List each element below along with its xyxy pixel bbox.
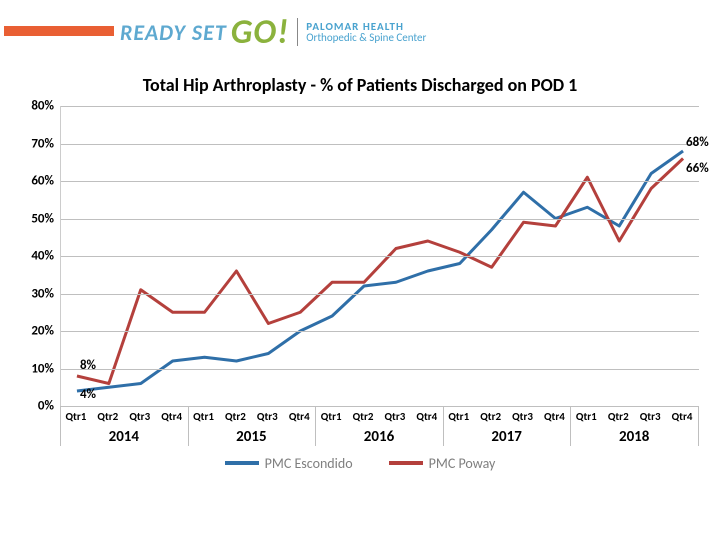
brand-header: READY SET GO! PALOMAR HEALTH Orthopedic … [0, 0, 720, 56]
gridline [61, 294, 699, 295]
x-axis-quarter-label: Qtr3 [129, 410, 150, 423]
year-divider [315, 406, 316, 446]
x-axis-quarter-label: Qtr3 [512, 410, 533, 423]
x-axis-quarter-label: Qtr2 [480, 410, 501, 423]
x-axis-quarter-label: Qtr4 [416, 410, 437, 423]
y-axis-label: 0% [10, 399, 54, 414]
legend-swatch [225, 461, 259, 465]
x-axis-quarter-label: Qtr2 [608, 410, 629, 423]
y-axis-label: 70% [10, 136, 54, 151]
y-axis-label: 10% [10, 361, 54, 376]
divider [297, 18, 298, 46]
year-divider [698, 406, 699, 446]
data-annotation: 4% [80, 387, 96, 402]
chart-title: Total Hip Arthroplasty - % of Patients D… [0, 74, 720, 96]
x-axis-year-label: 2015 [236, 428, 266, 446]
x-axis-quarter-label: Qtr3 [640, 410, 661, 423]
y-axis-label: 20% [10, 324, 54, 339]
data-annotation: 66% [686, 161, 709, 176]
y-axis-label: 80% [10, 99, 54, 114]
x-axis-quarter-label: Qtr2 [353, 410, 374, 423]
gridline [61, 256, 699, 257]
x-axis-quarter-label: Qtr1 [66, 410, 87, 423]
legend: PMC Escondido PMC Poway [0, 452, 720, 472]
x-axis-quarter-label: Qtr4 [161, 410, 182, 423]
legend-label: PMC Poway [429, 455, 496, 472]
gridline [61, 406, 699, 407]
x-axis-quarter-label: Qtr3 [257, 410, 278, 423]
x-axis-quarter-label: Qtr3 [385, 410, 406, 423]
accent-bar [4, 26, 114, 36]
x-axis-quarter-label: Qtr1 [321, 410, 342, 423]
brand-org: PALOMAR HEALTH Orthopedic & Spine Center [306, 21, 426, 43]
gridline [61, 219, 699, 220]
x-axis-quarter-label: Qtr1 [193, 410, 214, 423]
gridline [61, 369, 699, 370]
x-axis-quarter-label: Qtr2 [225, 410, 246, 423]
year-divider [443, 406, 444, 446]
x-axis-quarter-label: Qtr1 [576, 410, 597, 423]
year-divider [188, 406, 189, 446]
x-axis-quarter-label: Qtr4 [544, 410, 565, 423]
brand-ready: READY [120, 19, 186, 46]
x-axis-quarter-label: Qtr1 [448, 410, 469, 423]
brand-go: GO! [231, 12, 289, 53]
y-axis-label: 60% [10, 174, 54, 189]
x-axis-year-label: 2017 [491, 428, 521, 446]
x-axis-quarter-label: Qtr4 [289, 410, 310, 423]
brand-org-line2: Orthopedic & Spine Center [306, 31, 426, 44]
y-axis-label: 50% [10, 211, 54, 226]
legend-item: PMC Poway [389, 455, 496, 472]
legend-item: PMC Escondido [225, 455, 353, 472]
legend-swatch [389, 461, 423, 465]
x-axis-quarter-label: Qtr2 [97, 410, 118, 423]
legend-label: PMC Escondido [265, 455, 353, 472]
gridline [61, 144, 699, 145]
gridline [61, 106, 699, 107]
x-axis-quarter-label: Qtr4 [672, 410, 693, 423]
year-divider [570, 406, 571, 446]
plot-area [60, 106, 699, 406]
series-line [77, 159, 683, 384]
gridline [61, 331, 699, 332]
x-axis-year-label: 2018 [619, 428, 649, 446]
data-annotation: 8% [80, 358, 96, 373]
chart-area: 0%10%20%30%40%50%60%70%80%Qtr1Qtr2Qtr3Qt… [10, 106, 710, 448]
x-axis-year-label: 2014 [109, 428, 139, 446]
y-axis-label: 30% [10, 286, 54, 301]
gridline [61, 181, 699, 182]
brand-set: SET [192, 19, 227, 46]
y-axis-label: 40% [10, 249, 54, 264]
data-annotation: 68% [686, 135, 709, 150]
x-axis-year-label: 2016 [364, 428, 394, 446]
year-divider [60, 406, 61, 446]
